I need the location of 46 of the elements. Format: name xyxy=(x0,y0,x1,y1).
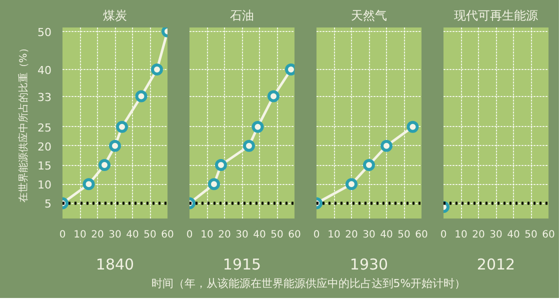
x-tick-label: 0 xyxy=(186,230,193,240)
text: 2012 xyxy=(476,256,516,274)
x-tick-label: 10 xyxy=(200,230,214,240)
x-tick-label: 50 xyxy=(398,230,410,240)
x-tick-label: 40 xyxy=(126,230,139,240)
x-axis-title: 时间（年，从该能源在世界能源供应中的比占达到5%开始计时） xyxy=(151,276,466,292)
chart-title: 煤炭 xyxy=(103,8,127,22)
y-tick-label: 50 xyxy=(38,26,52,39)
x-tick-label: 40 xyxy=(380,230,393,240)
chart-title: 天然气 xyxy=(351,8,387,22)
x-tick-label: 20 xyxy=(345,230,358,240)
x-tick-label: 10 xyxy=(454,230,468,240)
text: 1930 xyxy=(350,256,388,274)
x-tick-label: 10 xyxy=(74,230,86,240)
x-tick-label: 0 xyxy=(440,230,447,240)
x-tick-label: 60 xyxy=(161,230,174,240)
x-tick-label: 40 xyxy=(507,230,520,240)
y-tick-label: 33 xyxy=(38,90,52,104)
text: 1840 xyxy=(96,256,134,274)
y-axis-title: 在世界能源供应中所占的比重（%） xyxy=(18,43,30,203)
y-tick-label: 5 xyxy=(44,198,52,211)
x-tick-label: 40 xyxy=(253,230,266,240)
y-tick-label: 20 xyxy=(38,140,52,154)
x-tick-label: 30 xyxy=(236,230,248,240)
x-tick-label: 30 xyxy=(108,230,122,240)
chart-title: 石油 xyxy=(230,8,254,22)
chart-title: 现代可再生能源 xyxy=(454,8,538,22)
y-tick-label: 15 xyxy=(38,160,52,173)
x-tick-label: 50 xyxy=(270,230,284,240)
y-tick-label: 10 xyxy=(38,178,52,192)
text: 1915 xyxy=(222,256,262,274)
x-tick-label: 60 xyxy=(415,230,428,240)
x-tick-label: 20 xyxy=(218,230,231,240)
x-tick-label: 20 xyxy=(91,230,104,240)
x-tick-label: 0 xyxy=(59,230,66,240)
y-tick-label: 40 xyxy=(38,64,52,78)
x-tick-label: 0 xyxy=(313,230,320,240)
x-tick-label: 60 xyxy=(542,230,555,240)
x-tick-label: 30 xyxy=(490,230,502,240)
x-tick-label: 50 xyxy=(144,230,156,240)
y-tick-label: 25 xyxy=(38,121,52,134)
x-tick-label: 60 xyxy=(288,230,301,240)
x-tick-label: 30 xyxy=(362,230,376,240)
x-tick-label: 20 xyxy=(472,230,485,240)
x-tick-label: 10 xyxy=(328,230,340,240)
x-tick-label: 50 xyxy=(524,230,538,240)
